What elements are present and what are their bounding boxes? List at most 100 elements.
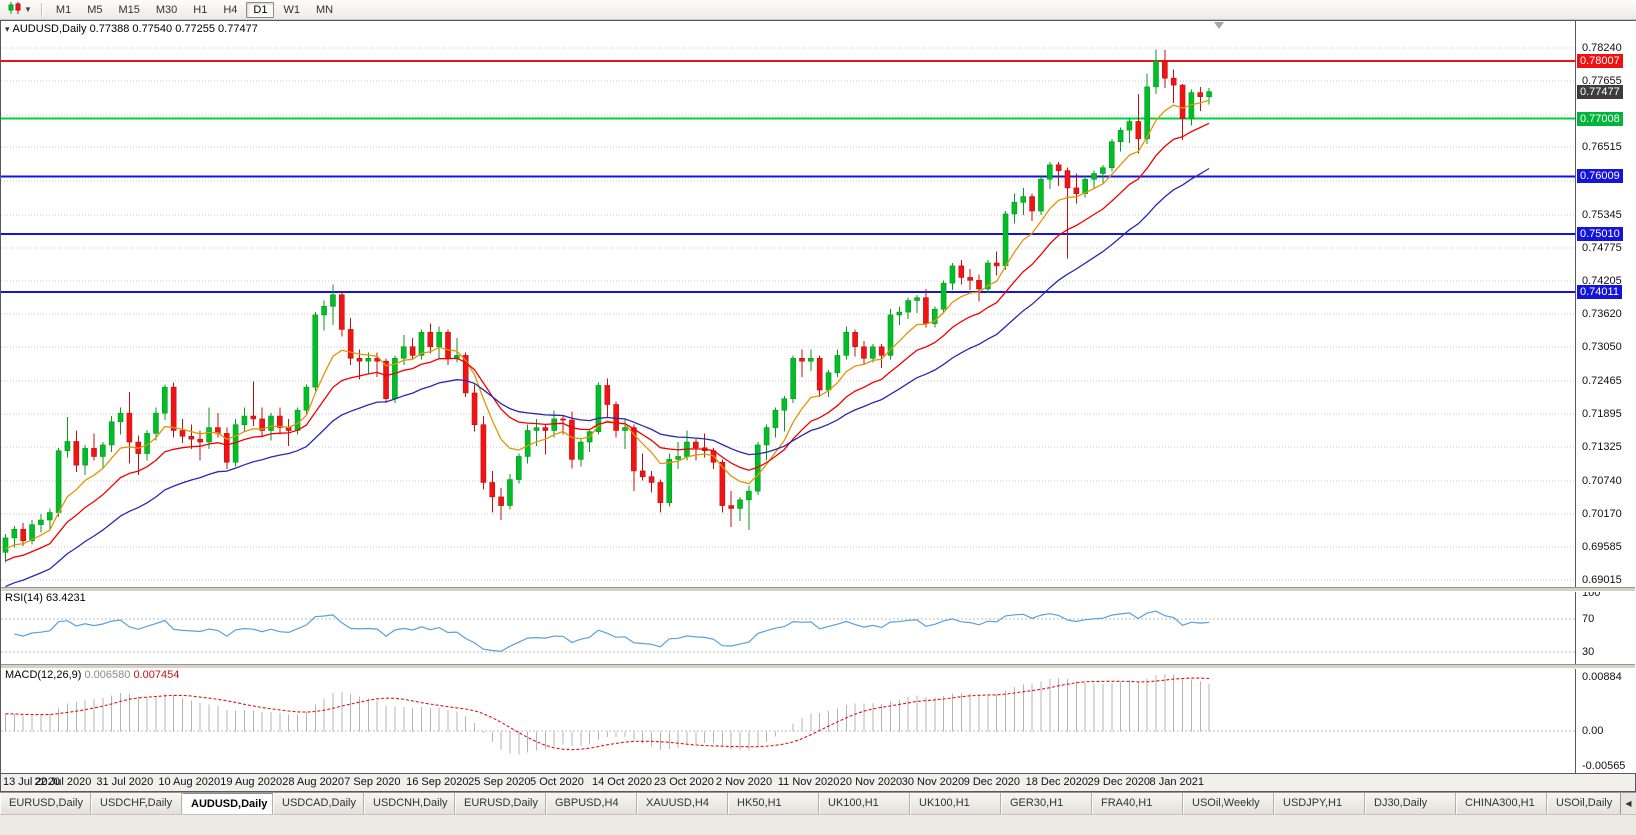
timeframe-button-m1[interactable]: M1 [55, 3, 72, 16]
symbol-period-text: AUDUSD,Daily [12, 23, 87, 35]
chart-tab-usoil-daily[interactable]: USOil,Daily [1547, 793, 1636, 815]
timeframe-button-d1[interactable]: D1 [246, 1, 275, 18]
date-tick-label: 11 Nov 2020 [777, 776, 840, 788]
date-tick-label: 14 Oct 2020 [592, 776, 652, 788]
date-tick-label: 13 Jul 2020 [3, 776, 60, 788]
one-click-trading-toggle[interactable]: ▾ [5, 24, 10, 34]
time-axis[interactable]: 13 Jul 2020 22 Jul 2020 31 Jul 2020 10 Aug … [1, 773, 1635, 791]
rsi-label-text: RSI(14) 63.4231 [5, 592, 86, 604]
chart-tab-usdchf-daily[interactable]: USDCHF,Daily [91, 793, 182, 815]
chart-tab-usdjpy-h1[interactable]: USDJPY,H1 [1274, 793, 1365, 815]
chart-tab-hk50-h1[interactable]: HK50,H1 [728, 793, 819, 815]
chart-menu-button[interactable]: ▼ [4, 0, 36, 20]
rsi-pane[interactable]: RSI(14) 63.4231 [1, 590, 1575, 664]
rsi-axis-label: 70 [1582, 612, 1595, 625]
chart-tab-audusd-daily[interactable]: AUDUSD,Daily [182, 793, 273, 815]
price-tick-label: 0.74205 [1582, 274, 1622, 287]
chart-tab-usdcad-daily[interactable]: USDCAD,Daily [273, 793, 364, 815]
rsi-axis-label: 30 [1582, 646, 1595, 659]
chart-tab-china300-h1[interactable]: CHINA300,H1 [1456, 793, 1547, 815]
pane-divider[interactable] [1, 587, 1635, 592]
date-tick-label: 22 Jul 2020 [34, 776, 92, 788]
timeframe-button-h1[interactable]: H1 [193, 3, 208, 16]
macd-label: MACD(12,26,9) 0.006580 0.007454 [5, 669, 179, 681]
chart-tab-dj30-daily[interactable]: DJ30,Daily [1365, 793, 1456, 815]
ohlc-high: 0.77540 [132, 23, 173, 35]
chart-area[interactable]: ▾ AUDUSD,Daily 0.77388 0.77540 0.77255 0.… [0, 20, 1636, 792]
date-tick-label: 23 Oct 2020 [653, 776, 714, 788]
chart-tab-fra40-h1[interactable]: FRA40,H1 [1092, 793, 1183, 815]
support-line-price-badge: 0.76009 [1577, 169, 1623, 184]
date-tick-label: 20 Nov 2020 [839, 776, 903, 788]
price-tick-label: 0.73620 [1582, 308, 1622, 321]
chart-tab-xauusd-h4[interactable]: XAUUSD,H4 [637, 793, 728, 815]
chart-tab-usdcnh-daily[interactable]: USDCNH,Daily [364, 793, 455, 815]
tab-scroll-left-button[interactable]: ◀ [1620, 792, 1636, 814]
support-line-price-badge: 0.77008 [1577, 111, 1623, 126]
date-tick-label: 19 Aug 2020 [220, 776, 283, 788]
date-tick-label: 18 Dec 2020 [1025, 776, 1089, 788]
chart-tab-eurusd-daily[interactable]: EURUSD,Daily [455, 793, 546, 815]
date-tick-label: 5 Oct 2020 [530, 776, 584, 788]
chart-symbol-label: ▾ AUDUSD,Daily 0.77388 0.77540 0.77255 0.… [5, 23, 258, 35]
price-tick-label: 0.73050 [1582, 341, 1622, 354]
timeframe-button-h4[interactable]: H4 [223, 3, 238, 16]
date-tick-label: 8 Jan 2021 [1149, 776, 1204, 788]
chart-tab-uk100-h1[interactable]: UK100,H1 [910, 793, 1001, 815]
price-tick-label: 0.71895 [1582, 408, 1622, 421]
chart-tab-ger30-h1[interactable]: GER30,H1 [1001, 793, 1092, 815]
macd-main-value: 0.006580 [84, 669, 131, 681]
chart-shift-marker[interactable] [1214, 22, 1224, 29]
rsi-label: RSI(14) 63.4231 [5, 592, 86, 604]
current-price-badge: 0.77477 [1577, 84, 1623, 99]
macd-signal-value: 0.007454 [133, 669, 180, 681]
toolbar: ▼ M1 M5 M15 M30 H1 H4 D1 W1 MN [0, 0, 1636, 20]
timeframe-button-m15[interactable]: M15 [118, 3, 140, 16]
macd-axis-label: 0.00884 [1582, 671, 1622, 684]
macd-label-text: MACD(12,26,9) [5, 669, 82, 681]
timeframe-button-group: M1 M5 M15 M30 H1 H4 D1 W1 MN [48, 1, 341, 18]
chart-tab-bar: EURUSD,Daily USDCHF,Daily AUDUSD,Daily USDC… [0, 792, 1636, 815]
timeframe-button-mn[interactable]: MN [315, 3, 334, 16]
price-tick-label: 0.71325 [1582, 440, 1622, 453]
price-tick-label: 0.70740 [1582, 474, 1622, 487]
chevron-down-icon: ▼ [24, 4, 32, 14]
price-tick-label: 0.69585 [1582, 541, 1622, 554]
pane-divider[interactable] [1, 664, 1635, 669]
price-pane-canvas[interactable] [1, 21, 1575, 587]
date-tick-label: 31 Jul 2020 [96, 776, 154, 788]
date-tick-label: 25 Sep 2020 [468, 776, 531, 788]
support-line-price-badge: 0.75010 [1577, 227, 1623, 242]
timeframe-button-m30[interactable]: M30 [155, 3, 178, 16]
date-tick-label: 9 Dec 2020 [963, 776, 1020, 788]
macd-pane-canvas[interactable] [1, 667, 1575, 773]
price-tick-label: 0.77655 [1582, 75, 1622, 88]
price-tick-label: 0.78240 [1582, 41, 1622, 54]
chart-tab-gbpusd-h4[interactable]: GBPUSD,H4 [546, 793, 637, 815]
macd-pane[interactable]: MACD(12,26,9) 0.006580 0.007454 [1, 667, 1575, 773]
macd-axis-label: -0.00565 [1582, 759, 1626, 772]
price-tick-label: 0.74775 [1582, 241, 1622, 254]
price-tick-label: 0.75345 [1582, 208, 1622, 221]
date-tick-label: 7 Sep 2020 [344, 776, 401, 788]
rsi-pane-canvas[interactable] [1, 590, 1575, 664]
support-line-price-badge: 0.74011 [1577, 284, 1622, 299]
chart-tab-usoil-weekly[interactable]: USOil,Weekly [1183, 793, 1274, 815]
price-tick-label: 0.72465 [1582, 375, 1622, 388]
price-pane[interactable]: ▾ AUDUSD,Daily 0.77388 0.77540 0.77255 0.… [1, 21, 1575, 587]
chart-tab-uk100-h1[interactable]: UK100,H1 [819, 793, 910, 815]
price-axis[interactable]: 0.78240 0.77655 0.76515 0.75345 0.74775 0.742… [1575, 21, 1636, 773]
toolbar-separator [40, 2, 43, 17]
price-tick-label: 0.76515 [1582, 141, 1622, 154]
date-tick-label: 28 Aug 2020 [282, 776, 345, 788]
timeframe-button-w1[interactable]: W1 [283, 3, 300, 16]
date-tick-label: 2 Nov 2020 [715, 776, 773, 788]
status-bar [0, 814, 1636, 835]
date-tick-label: 10 Aug 2020 [158, 776, 221, 788]
resistance-line-price-badge: 0.78007 [1577, 54, 1623, 69]
candlestick-chart-icon [8, 1, 22, 19]
timeframe-button-m5[interactable]: M5 [87, 3, 103, 16]
date-tick-label: 16 Sep 2020 [406, 776, 469, 788]
chart-tab-eurusd-daily[interactable]: EURUSD,Daily [0, 793, 91, 815]
